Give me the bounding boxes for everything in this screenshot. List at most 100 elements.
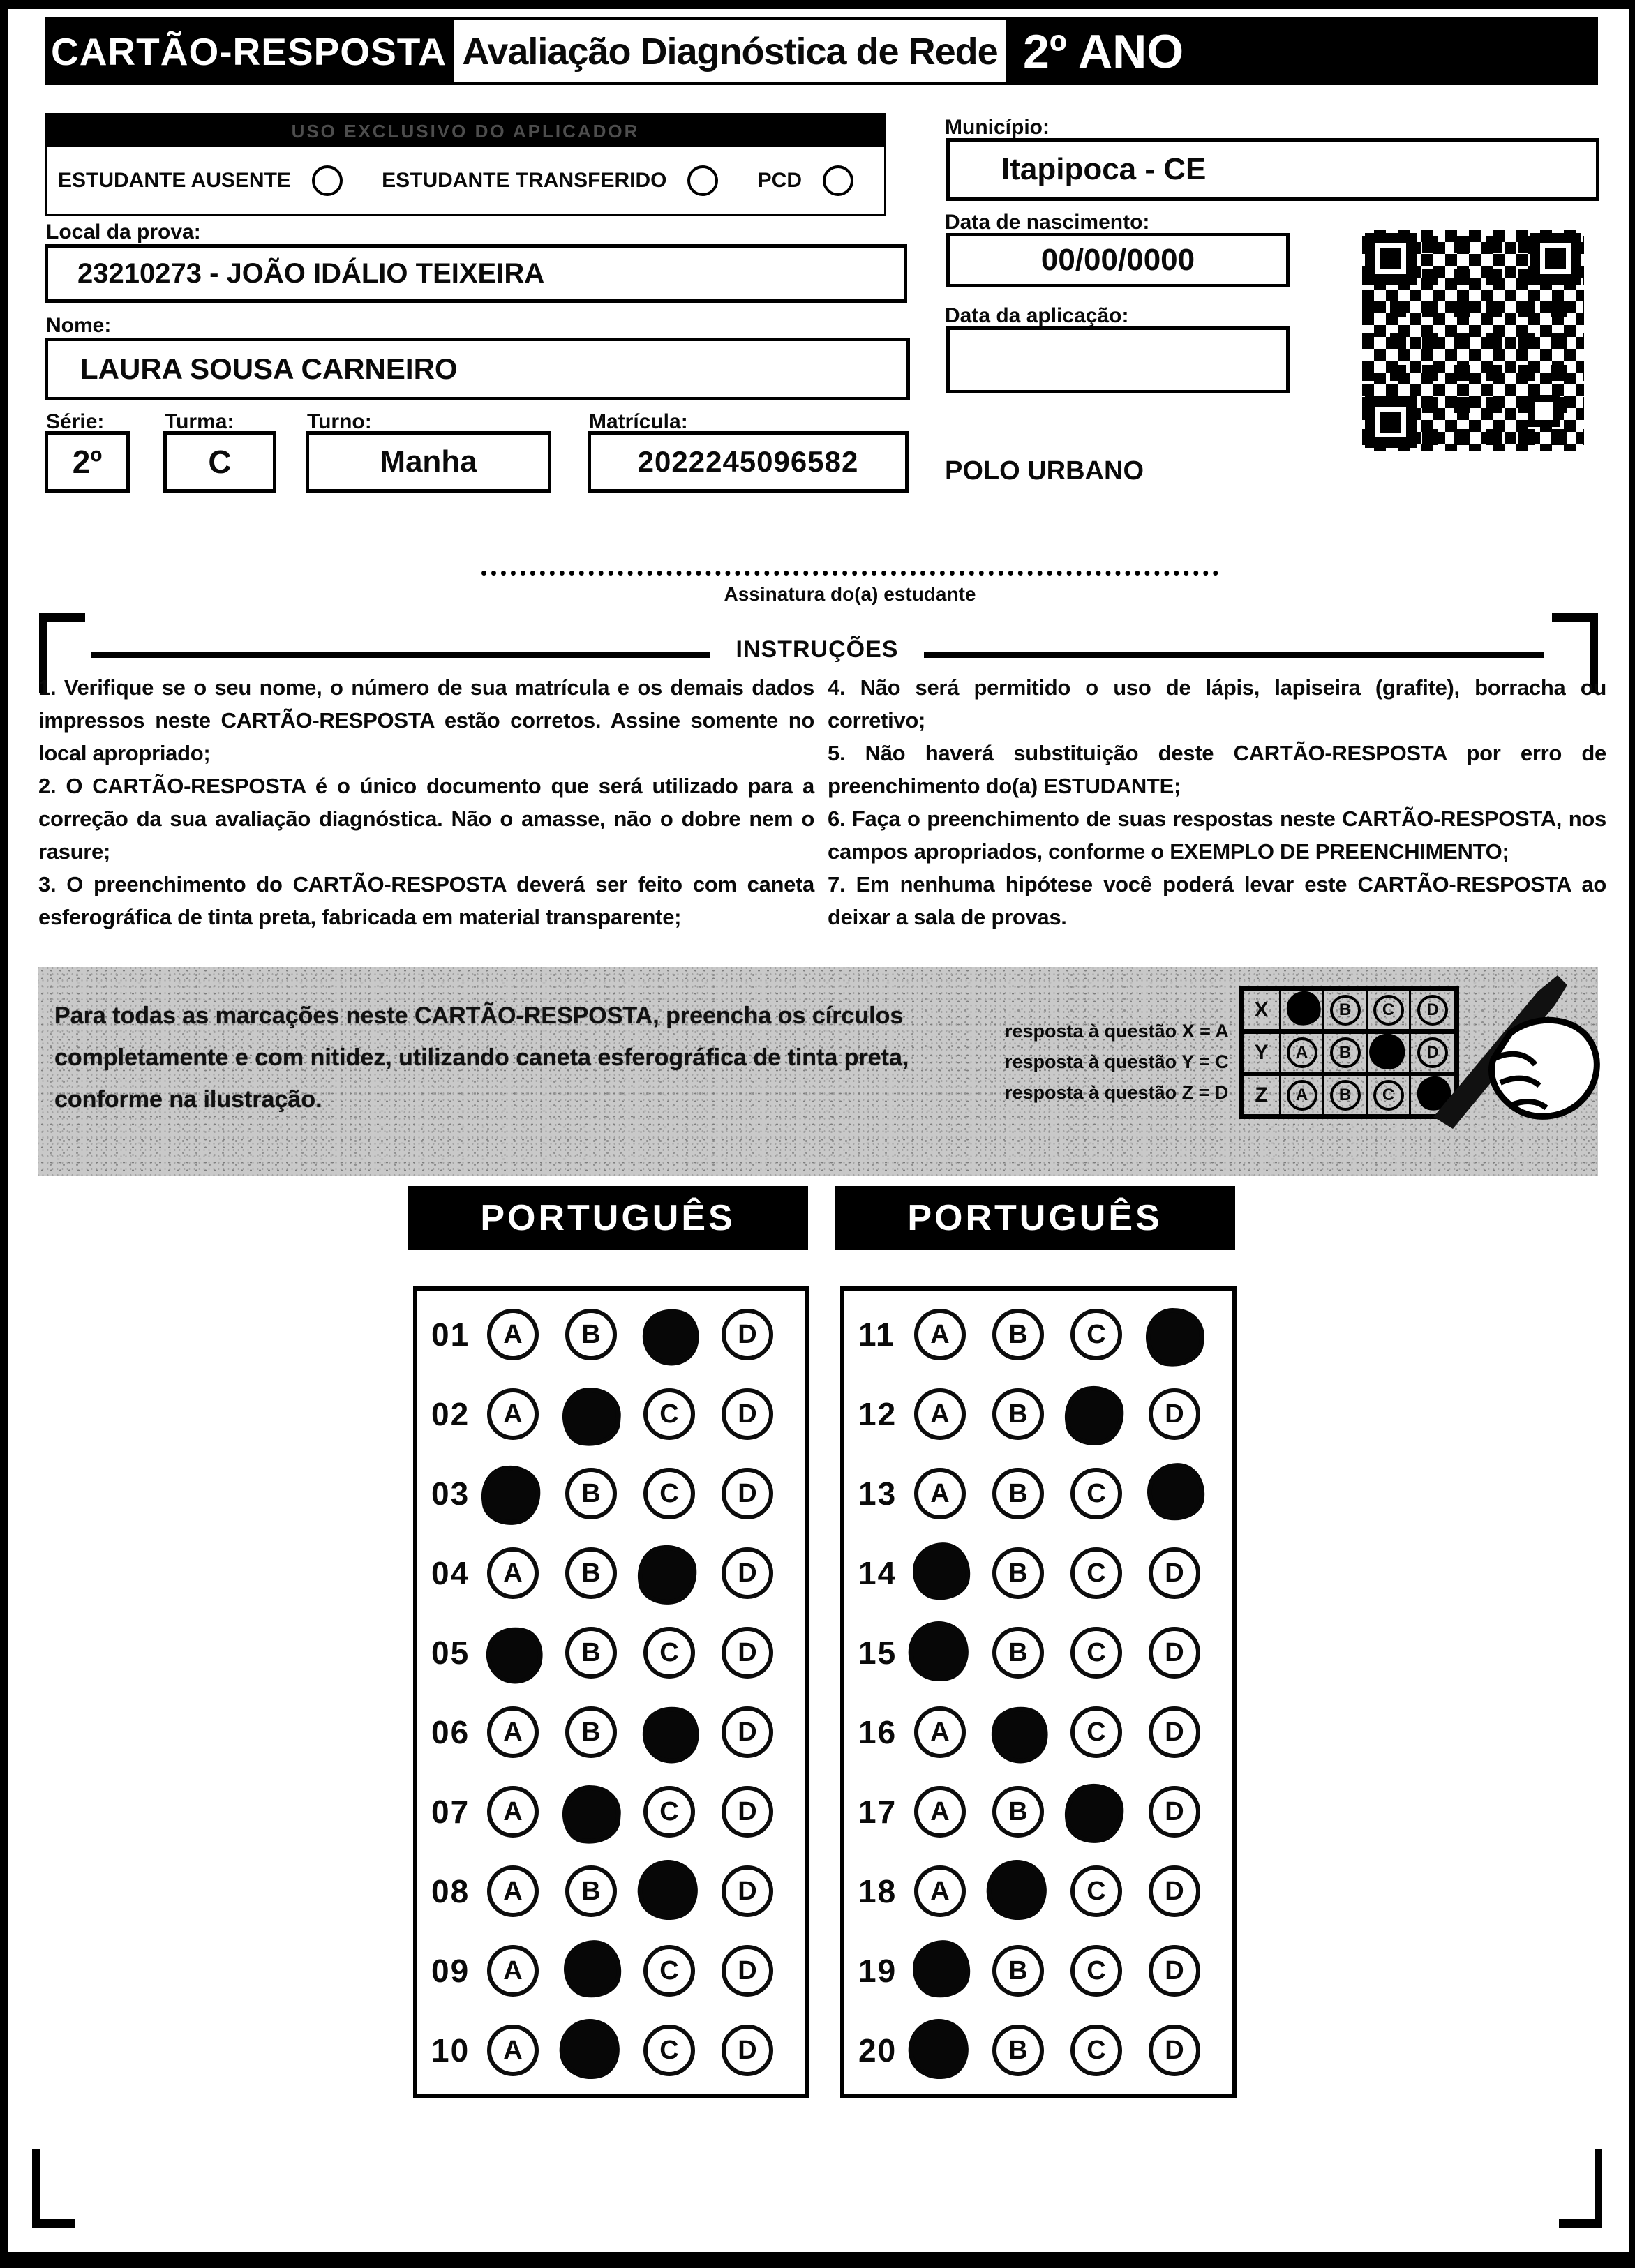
answer-bubble-16-A[interactable]: A bbox=[914, 1706, 966, 1758]
question-number: 03 bbox=[431, 1475, 470, 1512]
answer-bubble-11-C[interactable]: C bbox=[1070, 1309, 1122, 1360]
answer-bubble-03-D[interactable]: D bbox=[722, 1468, 773, 1519]
answer-bubble-12-D[interactable]: D bbox=[1149, 1388, 1200, 1440]
answer-bubble-04-B[interactable]: B bbox=[565, 1547, 617, 1599]
answer-bubble-12-A[interactable]: A bbox=[914, 1388, 966, 1440]
answer-bubble-14-C[interactable]: C bbox=[1070, 1547, 1122, 1599]
example-legend-line: resposta à questão Y = C bbox=[1005, 1051, 1229, 1072]
applicator-option-label: ESTUDANTE TRANSFERIDO bbox=[382, 169, 667, 192]
turma-value: C bbox=[208, 444, 232, 480]
answer-bubble-14-A[interactable]: A bbox=[909, 1538, 975, 1605]
answer-bubble-20-C[interactable]: C bbox=[1070, 2025, 1122, 2076]
answer-bubble-04-A[interactable]: A bbox=[487, 1547, 539, 1599]
nascimento-label: Data de nascimento: bbox=[945, 211, 1150, 234]
qr-finder-icon bbox=[1365, 233, 1417, 285]
example-bubble-Z-A: A bbox=[1286, 1080, 1317, 1111]
answer-bubble-06-C[interactable]: C bbox=[636, 1700, 705, 1769]
answer-bubble-17-D[interactable]: D bbox=[1149, 1786, 1200, 1838]
answer-bubble-05-C[interactable]: C bbox=[643, 1627, 695, 1679]
answer-bubble-13-D[interactable]: D bbox=[1143, 1459, 1209, 1525]
answer-bubble-01-C[interactable]: C bbox=[636, 1302, 705, 1372]
answer-bubble-04-D[interactable]: D bbox=[722, 1547, 773, 1599]
answer-bubble-06-A[interactable]: A bbox=[487, 1706, 539, 1758]
answer-bubble-07-C[interactable]: C bbox=[643, 1786, 695, 1838]
answer-bubble-15-D[interactable]: D bbox=[1149, 1627, 1200, 1679]
answer-bubble-16-B[interactable]: B bbox=[985, 1700, 1054, 1769]
answer-bubble-18-A[interactable]: A bbox=[914, 1865, 966, 1917]
answer-bubble-05-A[interactable]: A bbox=[479, 1621, 549, 1690]
answer-bubble-05-B[interactable]: B bbox=[565, 1627, 617, 1679]
answer-bubble-06-D[interactable]: D bbox=[722, 1706, 773, 1758]
answer-bubble-10-C[interactable]: C bbox=[643, 2025, 695, 2076]
answer-bubble-11-A[interactable]: A bbox=[914, 1309, 966, 1360]
answer-bubble-11-B[interactable]: B bbox=[992, 1309, 1044, 1360]
answer-bubble-14-B[interactable]: B bbox=[992, 1547, 1044, 1599]
answer-bubble-13-A[interactable]: A bbox=[914, 1468, 966, 1519]
matricula-label: Matrícula: bbox=[589, 410, 688, 433]
answer-bubble-15-C[interactable]: C bbox=[1070, 1627, 1122, 1679]
answer-bubble-07-A[interactable]: A bbox=[487, 1786, 539, 1838]
answer-bubble-18-B[interactable]: B bbox=[980, 1854, 1052, 1926]
question-number: 20 bbox=[858, 2032, 897, 2068]
bubble-letter: B bbox=[581, 1637, 601, 1667]
answer-bubble-17-A[interactable]: A bbox=[914, 1786, 966, 1838]
answer-bubble-16-C[interactable]: C bbox=[1070, 1706, 1122, 1758]
bubble-letter: C bbox=[1087, 1558, 1106, 1588]
answer-bubble-08-B[interactable]: B bbox=[565, 1865, 617, 1917]
answer-bubble-19-A[interactable]: A bbox=[909, 1936, 975, 2002]
answer-bubble-20-D[interactable]: D bbox=[1149, 2025, 1200, 2076]
answer-bubble-01-B[interactable]: B bbox=[565, 1309, 617, 1360]
answer-bubble-15-A[interactable]: A bbox=[902, 1616, 974, 1688]
answer-bubble-17-C[interactable]: C bbox=[1061, 1780, 1127, 1847]
answer-bubble-09-D[interactable]: D bbox=[722, 1945, 773, 1997]
answer-bubble-12-B[interactable]: B bbox=[992, 1388, 1044, 1440]
applicator-option-circle[interactable] bbox=[687, 165, 719, 196]
answer-bubble-10-B[interactable]: B bbox=[553, 2013, 625, 2085]
answer-bubble-10-D[interactable]: D bbox=[722, 2025, 773, 2076]
answer-bubble-02-C[interactable]: C bbox=[643, 1388, 695, 1440]
answer-bubble-13-B[interactable]: B bbox=[992, 1468, 1044, 1519]
answer-bubble-02-D[interactable]: D bbox=[722, 1388, 773, 1440]
answer-bubble-02-B[interactable]: B bbox=[560, 1385, 623, 1448]
answer-bubble-09-C[interactable]: C bbox=[643, 1945, 695, 1997]
bubble-letter: D bbox=[1165, 1955, 1184, 1985]
answer-bubble-01-A[interactable]: A bbox=[487, 1309, 539, 1360]
answer-bubble-04-C[interactable]: C bbox=[634, 1542, 700, 1608]
answer-bubble-08-A[interactable]: A bbox=[487, 1865, 539, 1917]
example-bubble-Y-B: B bbox=[1329, 1037, 1361, 1068]
signature-line[interactable] bbox=[481, 571, 1218, 576]
answer-bubble-01-D[interactable]: D bbox=[722, 1309, 773, 1360]
answer-bubble-08-D[interactable]: D bbox=[722, 1865, 773, 1917]
answer-bubble-19-D[interactable]: D bbox=[1149, 1945, 1200, 1997]
answer-bubble-15-B[interactable]: B bbox=[992, 1627, 1044, 1679]
answer-bubble-20-A[interactable]: A bbox=[902, 2013, 974, 2085]
answer-bubble-20-B[interactable]: B bbox=[992, 2025, 1044, 2076]
answer-bubble-13-C[interactable]: C bbox=[1070, 1468, 1122, 1519]
answer-bubble-18-C[interactable]: C bbox=[1070, 1865, 1122, 1917]
applicator-option-circle[interactable] bbox=[822, 165, 853, 196]
answer-bubble-19-C[interactable]: C bbox=[1070, 1945, 1122, 1997]
answer-bubble-08-C[interactable]: C bbox=[632, 1854, 703, 1926]
answer-bubble-06-B[interactable]: B bbox=[565, 1706, 617, 1758]
municipio-label: Município: bbox=[945, 116, 1050, 139]
instruction-item: 2. O CARTÃO-RESPOSTA é o único documento… bbox=[38, 774, 814, 864]
answer-bubble-09-B[interactable]: B bbox=[560, 1936, 626, 2002]
answer-bubble-18-D[interactable]: D bbox=[1149, 1865, 1200, 1917]
answer-bubble-12-C[interactable]: C bbox=[1061, 1383, 1127, 1449]
answer-bubble-11-D[interactable]: D bbox=[1144, 1306, 1207, 1369]
answer-bubble-16-D[interactable]: D bbox=[1149, 1706, 1200, 1758]
answer-bubble-10-A[interactable]: A bbox=[487, 2025, 539, 2076]
answer-bubble-09-A[interactable]: A bbox=[487, 1945, 539, 1997]
answer-bubble-14-D[interactable]: D bbox=[1149, 1547, 1200, 1599]
answer-bubble-02-A[interactable]: A bbox=[487, 1388, 539, 1440]
answer-bubble-19-B[interactable]: B bbox=[992, 1945, 1044, 1997]
answer-bubble-07-B[interactable]: B bbox=[560, 1783, 623, 1846]
answer-bubble-05-D[interactable]: D bbox=[722, 1627, 773, 1679]
applicator-option-circle[interactable] bbox=[311, 165, 343, 196]
answer-bubble-07-D[interactable]: D bbox=[722, 1786, 773, 1838]
answer-bubble-03-C[interactable]: C bbox=[643, 1468, 695, 1519]
answer-bubble-03-B[interactable]: B bbox=[565, 1468, 617, 1519]
answer-bubble-03-A[interactable]: A bbox=[478, 1462, 544, 1529]
answer-row: 20A B C D bbox=[844, 2013, 1232, 2085]
answer-bubble-17-B[interactable]: B bbox=[992, 1786, 1044, 1838]
